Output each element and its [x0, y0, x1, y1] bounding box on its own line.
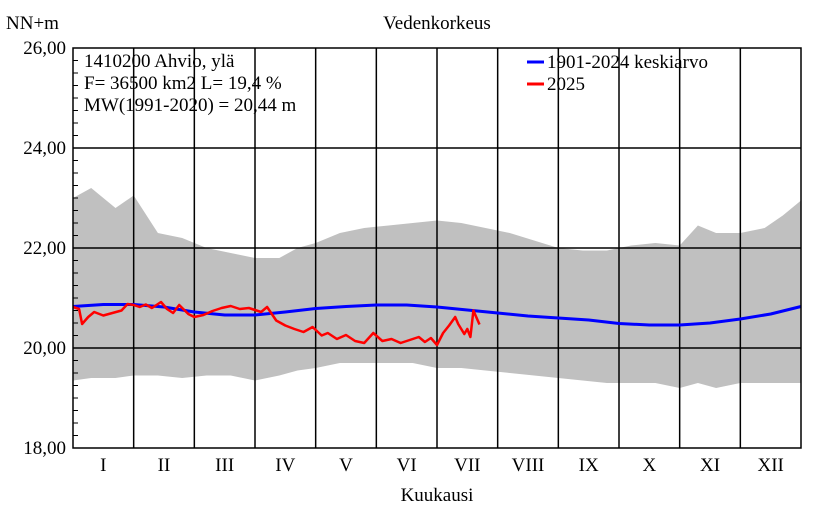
- legend-label: 1901-2024 keskiarvo: [547, 52, 708, 73]
- station-info-line: MW(1991-2020) = 20,44 m: [84, 95, 297, 116]
- x-tick-label: VI: [397, 455, 417, 476]
- legend-label: 2025: [547, 74, 585, 95]
- station-info-line: 1410200 Ahvio, ylä: [84, 51, 235, 72]
- x-tick-label: IX: [579, 455, 599, 476]
- x-ticks: I II III IV V VI VII VIII IX X XI XII: [100, 455, 784, 476]
- y-tick-label: 22,00: [23, 238, 66, 259]
- y-tick-label: 26,00: [23, 38, 66, 59]
- y-ticks: 18,00 20,00 22,00 24,00 26,00: [23, 38, 66, 459]
- plot-frame: [72, 47, 802, 449]
- grid-layer: [73, 48, 801, 448]
- y-tick-label: 18,00: [23, 438, 66, 459]
- y-tick-label: 20,00: [23, 338, 66, 359]
- x-axis-label: Kuukausi: [401, 485, 474, 506]
- x-tick-label: IV: [275, 455, 295, 476]
- x-tick-label: XII: [757, 455, 783, 476]
- x-tick-label: XI: [700, 455, 720, 476]
- y-axis-label: NN+m: [6, 13, 59, 34]
- x-tick-label: II: [158, 455, 171, 476]
- x-tick-label: VIII: [512, 455, 545, 476]
- series-line-current-year: [72, 300, 481, 347]
- series-line-mean: [72, 303, 802, 327]
- x-tick-label: I: [100, 455, 106, 476]
- series-layer: [72, 300, 802, 347]
- station-info-line: F= 36500 km2 L= 19,4 %: [84, 73, 282, 94]
- x-tick-label: X: [642, 455, 656, 476]
- y-tick-label: 24,00: [23, 138, 66, 159]
- x-tick-label: VII: [454, 455, 480, 476]
- x-tick-label: III: [215, 455, 234, 476]
- x-tick-label: V: [339, 455, 353, 476]
- chart-title: Vedenkorkeus: [383, 13, 491, 34]
